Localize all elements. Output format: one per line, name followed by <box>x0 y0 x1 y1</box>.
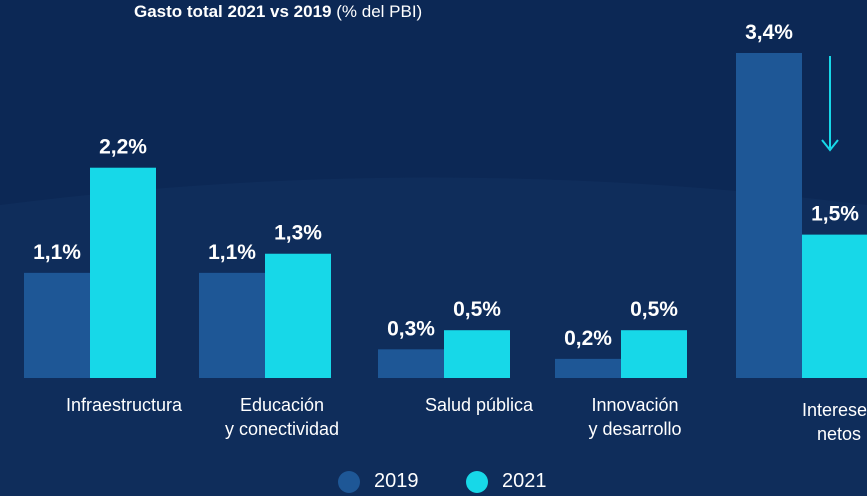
data-label-2019-salud: 0,3% <box>387 317 435 340</box>
legend-item-2021: 2021 <box>466 470 547 493</box>
category-label-salud: Salud pública <box>424 395 534 415</box>
bar-2021-salud <box>444 330 510 378</box>
chart-title-unit: (% del PBI) <box>336 2 423 21</box>
chart-title-main: Gasto total 2021 vs 2019 <box>134 2 332 21</box>
legend: 2019 2021 <box>0 470 867 496</box>
bar-2021-innovacion <box>621 330 687 378</box>
bar-2019-intereses <box>736 53 802 378</box>
bar-2021-infraestructura <box>90 167 156 378</box>
data-label-2021-educacion: 1,3% <box>274 222 322 245</box>
data-label-2021-innovacion: 0,5% <box>630 298 678 321</box>
data-label-2021-infraestructura: 2,2% <box>99 136 147 159</box>
bar-2019-educacion <box>199 272 265 378</box>
category-label-infraestructura: Infraestructura <box>65 395 183 415</box>
category-label-educacion: Educación y conectividad <box>224 395 340 439</box>
decrease-arrow-head <box>821 139 839 152</box>
category-label-intereses: Intereses netos <box>801 400 867 444</box>
bar-2019-infraestructura <box>24 272 90 378</box>
data-label-2019-infraestructura: 1,1% <box>33 241 81 264</box>
legend-swatch-2019 <box>338 470 360 493</box>
chart-title: Gasto total 2021 vs 2019 (% del PBI) <box>134 2 422 22</box>
data-label-2019-educacion: 1,1% <box>208 241 256 264</box>
bar-2021-intereses <box>802 234 867 378</box>
legend-label-2019: 2019 <box>374 470 419 492</box>
legend-label-2021: 2021 <box>502 470 547 492</box>
category-label-innovacion: Innovación y desarrollo <box>588 395 682 439</box>
legend-item-2019: 2019 <box>338 470 419 493</box>
data-label-2021-intereses: 1,5% <box>811 203 859 226</box>
data-label-2021-salud: 0,5% <box>453 298 501 321</box>
legend-swatch-2021 <box>466 470 488 493</box>
bar-2019-innovacion <box>555 358 621 378</box>
bar-2019-salud <box>378 349 444 378</box>
bar-2021-educacion <box>265 253 331 378</box>
data-label-2019-intereses: 3,4% <box>745 21 793 44</box>
data-label-2019-innovacion: 0,2% <box>564 327 612 350</box>
